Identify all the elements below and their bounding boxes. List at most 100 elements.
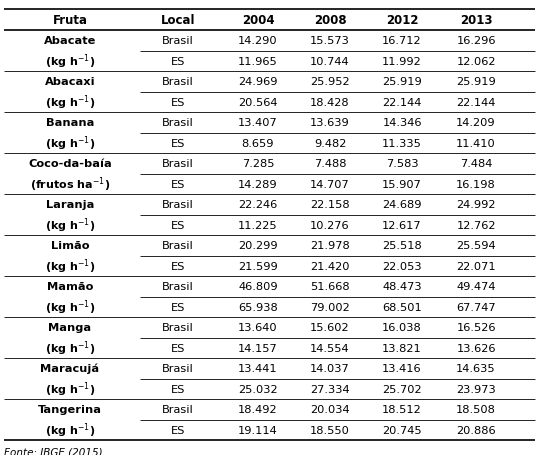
Text: 25.702: 25.702: [382, 384, 422, 394]
Text: (kg h$^{-1}$): (kg h$^{-1}$): [45, 52, 95, 71]
Text: 14.037: 14.037: [310, 364, 350, 374]
Text: 20.034: 20.034: [310, 404, 350, 415]
Text: 22.158: 22.158: [310, 200, 350, 210]
Text: 16.038: 16.038: [382, 323, 422, 333]
Text: 13.407: 13.407: [238, 118, 278, 128]
Text: 7.583: 7.583: [386, 159, 418, 169]
Text: (frutos ha$^{-1}$): (frutos ha$^{-1}$): [30, 175, 110, 194]
Text: 11.335: 11.335: [382, 138, 422, 148]
Text: 2008: 2008: [314, 14, 347, 26]
Text: 19.114: 19.114: [238, 425, 278, 435]
Text: 13.416: 13.416: [382, 364, 422, 374]
Text: Local: Local: [161, 14, 195, 26]
Text: 22.144: 22.144: [457, 97, 496, 107]
Text: (kg h$^{-1}$): (kg h$^{-1}$): [45, 379, 95, 398]
Text: 22.071: 22.071: [456, 261, 496, 271]
Text: 16.198: 16.198: [456, 179, 496, 189]
Text: 14.707: 14.707: [310, 179, 350, 189]
Text: 49.474: 49.474: [456, 282, 496, 292]
Text: 14.635: 14.635: [456, 364, 496, 374]
Text: ES: ES: [171, 302, 185, 312]
Text: Fonte: IBGE (2015): Fonte: IBGE (2015): [4, 447, 102, 455]
Text: (kg h$^{-1}$): (kg h$^{-1}$): [45, 257, 95, 275]
Text: Brasil: Brasil: [162, 323, 194, 333]
Text: Brasil: Brasil: [162, 282, 194, 292]
Text: 15.573: 15.573: [310, 36, 350, 46]
Text: 12.617: 12.617: [382, 220, 422, 230]
Text: 11.992: 11.992: [382, 56, 422, 66]
Text: (kg h$^{-1}$): (kg h$^{-1}$): [45, 216, 95, 234]
Text: ES: ES: [171, 56, 185, 66]
Text: 21.978: 21.978: [310, 241, 350, 251]
Text: Brasil: Brasil: [162, 159, 194, 169]
Text: 21.420: 21.420: [310, 261, 350, 271]
Text: Abacate: Abacate: [44, 36, 96, 46]
Text: 25.032: 25.032: [238, 384, 278, 394]
Text: ES: ES: [171, 179, 185, 189]
Text: 18.492: 18.492: [238, 404, 278, 415]
Text: ES: ES: [171, 261, 185, 271]
Text: (kg h$^{-1}$): (kg h$^{-1}$): [45, 134, 95, 153]
Text: Brasil: Brasil: [162, 118, 194, 128]
Text: 24.992: 24.992: [456, 200, 496, 210]
Text: 24.689: 24.689: [382, 200, 421, 210]
Text: 10.276: 10.276: [310, 220, 350, 230]
Text: 20.564: 20.564: [238, 97, 278, 107]
Text: 13.639: 13.639: [310, 118, 350, 128]
Text: (kg h$^{-1}$): (kg h$^{-1}$): [45, 298, 95, 316]
Text: Tangerina: Tangerina: [38, 404, 102, 415]
Text: Brasil: Brasil: [162, 404, 194, 415]
Text: 22.144: 22.144: [382, 97, 421, 107]
Text: Brasil: Brasil: [162, 241, 194, 251]
Text: 14.346: 14.346: [382, 118, 421, 128]
Text: 16.526: 16.526: [456, 323, 496, 333]
Text: 11.965: 11.965: [238, 56, 278, 66]
Text: ES: ES: [171, 220, 185, 230]
Text: 13.821: 13.821: [382, 343, 422, 353]
Text: 25.594: 25.594: [456, 241, 496, 251]
Text: ES: ES: [171, 384, 185, 394]
Text: 18.508: 18.508: [456, 404, 496, 415]
Text: 14.209: 14.209: [456, 118, 496, 128]
Text: 10.744: 10.744: [310, 56, 350, 66]
Text: Mamão: Mamão: [47, 282, 93, 292]
Text: 7.285: 7.285: [242, 159, 274, 169]
Text: 51.668: 51.668: [310, 282, 350, 292]
Text: 9.482: 9.482: [314, 138, 346, 148]
Text: 18.428: 18.428: [310, 97, 350, 107]
Text: 12.762: 12.762: [456, 220, 496, 230]
Text: 27.334: 27.334: [310, 384, 350, 394]
Text: 68.501: 68.501: [382, 302, 422, 312]
Text: 2012: 2012: [386, 14, 418, 26]
Text: Maracujá: Maracujá: [40, 363, 100, 374]
Text: 48.473: 48.473: [382, 282, 422, 292]
Text: Limão: Limão: [51, 241, 89, 251]
Text: 23.973: 23.973: [456, 384, 496, 394]
Text: 21.599: 21.599: [238, 261, 278, 271]
Text: Banana: Banana: [46, 118, 94, 128]
Text: 13.640: 13.640: [238, 323, 278, 333]
Text: 14.554: 14.554: [310, 343, 350, 353]
Text: 16.296: 16.296: [456, 36, 496, 46]
Text: Manga: Manga: [49, 323, 92, 333]
Text: (kg h$^{-1}$): (kg h$^{-1}$): [45, 93, 95, 112]
Text: 15.907: 15.907: [382, 179, 422, 189]
Text: 25.919: 25.919: [456, 77, 496, 87]
Text: 2013: 2013: [460, 14, 492, 26]
Text: 67.747: 67.747: [456, 302, 496, 312]
Text: 11.410: 11.410: [456, 138, 496, 148]
Text: 15.602: 15.602: [310, 323, 350, 333]
Text: 16.712: 16.712: [382, 36, 422, 46]
Text: ES: ES: [171, 425, 185, 435]
Text: ES: ES: [171, 97, 185, 107]
Text: 2004: 2004: [241, 14, 274, 26]
Text: 24.969: 24.969: [238, 77, 278, 87]
Text: Brasil: Brasil: [162, 77, 194, 87]
Text: 46.809: 46.809: [238, 282, 278, 292]
Text: Brasil: Brasil: [162, 200, 194, 210]
Text: 22.246: 22.246: [238, 200, 278, 210]
Text: 65.938: 65.938: [238, 302, 278, 312]
Text: 25.518: 25.518: [382, 241, 422, 251]
Text: 14.290: 14.290: [238, 36, 278, 46]
Text: 20.886: 20.886: [456, 425, 496, 435]
